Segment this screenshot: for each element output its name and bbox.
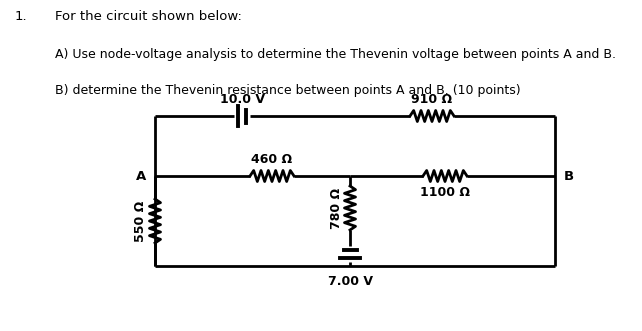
Text: A) Use node-voltage analysis to determine the Thevenin voltage between points A : A) Use node-voltage analysis to determin… bbox=[55, 48, 616, 61]
Text: 1.: 1. bbox=[14, 10, 27, 23]
Text: B) determine the Thevenin resistance between points A and B. (10 points): B) determine the Thevenin resistance bet… bbox=[55, 84, 520, 97]
Text: 460 Ω: 460 Ω bbox=[252, 153, 293, 166]
Text: 780 Ω: 780 Ω bbox=[329, 187, 342, 229]
Text: B: B bbox=[564, 169, 574, 182]
Text: A: A bbox=[135, 169, 146, 182]
Text: 1100 Ω: 1100 Ω bbox=[420, 186, 470, 199]
Text: 550 Ω: 550 Ω bbox=[135, 200, 148, 242]
Text: 910 Ω: 910 Ω bbox=[412, 93, 453, 106]
Text: 10.0 V: 10.0 V bbox=[220, 93, 265, 106]
Text: For the circuit shown below:: For the circuit shown below: bbox=[55, 10, 241, 23]
Text: 7.00 V: 7.00 V bbox=[327, 275, 372, 288]
